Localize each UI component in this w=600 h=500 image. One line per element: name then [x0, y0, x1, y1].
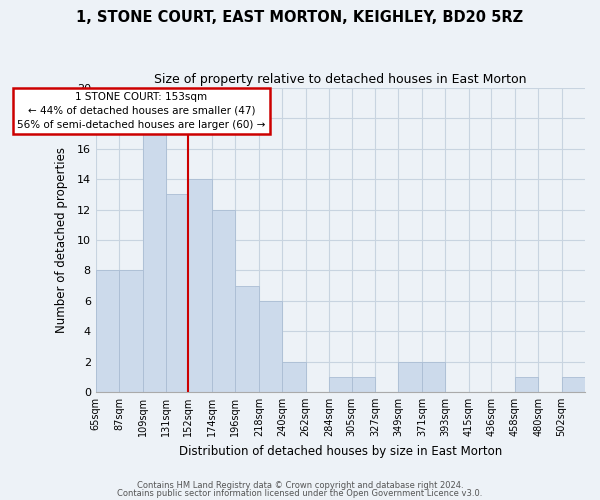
- Bar: [329, 376, 352, 392]
- Bar: [352, 376, 375, 392]
- Bar: [119, 270, 143, 392]
- Bar: [166, 194, 188, 392]
- Bar: [235, 286, 259, 392]
- X-axis label: Distribution of detached houses by size in East Morton: Distribution of detached houses by size …: [179, 444, 502, 458]
- Bar: [212, 210, 235, 392]
- Bar: [282, 362, 305, 392]
- Text: 1, STONE COURT, EAST MORTON, KEIGHLEY, BD20 5RZ: 1, STONE COURT, EAST MORTON, KEIGHLEY, B…: [76, 10, 524, 25]
- Bar: [562, 376, 585, 392]
- Bar: [95, 270, 119, 392]
- Y-axis label: Number of detached properties: Number of detached properties: [55, 147, 68, 333]
- Bar: [515, 376, 538, 392]
- Bar: [422, 362, 445, 392]
- Bar: [398, 362, 422, 392]
- Text: Contains HM Land Registry data © Crown copyright and database right 2024.: Contains HM Land Registry data © Crown c…: [137, 481, 463, 490]
- Title: Size of property relative to detached houses in East Morton: Size of property relative to detached ho…: [154, 72, 527, 86]
- Text: 1 STONE COURT: 153sqm
← 44% of detached houses are smaller (47)
56% of semi-deta: 1 STONE COURT: 153sqm ← 44% of detached …: [17, 92, 266, 130]
- Bar: [143, 134, 166, 392]
- Bar: [259, 301, 282, 392]
- Bar: [188, 179, 212, 392]
- Text: Contains public sector information licensed under the Open Government Licence v3: Contains public sector information licen…: [118, 488, 482, 498]
